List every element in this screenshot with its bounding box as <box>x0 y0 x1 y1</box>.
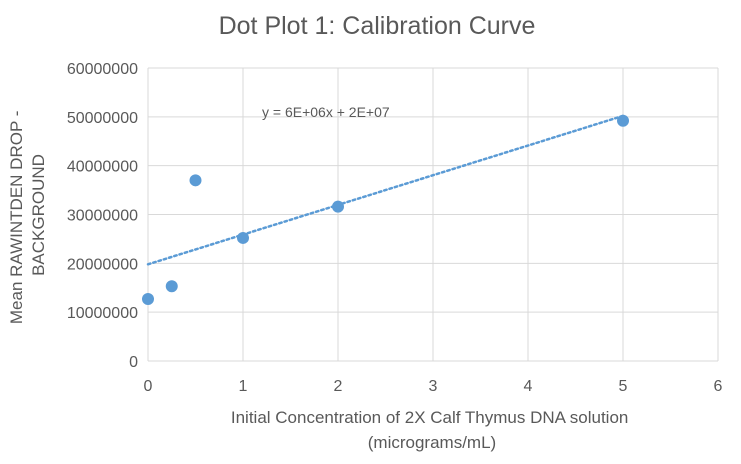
x-tick-label: 0 <box>144 378 153 395</box>
data-point <box>617 114 629 127</box>
data-point <box>165 280 178 293</box>
y-tick-label: 50000000 <box>67 110 138 127</box>
y-tick-label: 30000000 <box>67 208 138 225</box>
y-tick-label: 20000000 <box>67 256 138 273</box>
x-tick-label: 4 <box>524 378 533 395</box>
x-tick-label: 6 <box>714 378 723 395</box>
trendline-layer <box>146 114 625 266</box>
x-tick-label: 1 <box>239 378 248 395</box>
y-axis-label-line-1: Mean RAWINTDEN DROP - <box>7 111 26 324</box>
x-tick-label: 2 <box>334 378 343 395</box>
data-point <box>142 292 154 305</box>
trendline-equation: y = 6E+06x + 2E+07 <box>262 104 390 120</box>
x-tick-label: 5 <box>619 378 628 395</box>
data-points <box>142 114 629 305</box>
y-axis-tick-labels: 0 10000000 20000000 30000000 40000000 5000000… <box>67 61 138 371</box>
gridlines <box>147 67 719 362</box>
data-point <box>332 200 344 213</box>
y-tick-label: 0 <box>129 354 138 371</box>
y-axis-label: Mean RAWINTDEN DROP - BACKGROUND <box>7 106 48 324</box>
x-axis-tick-labels: 0 1 2 3 4 5 6 <box>144 378 723 395</box>
linear-trendline <box>146 114 625 266</box>
chart-title: Dot Plot 1: Calibration Curve <box>219 12 536 40</box>
data-point <box>237 231 249 244</box>
x-axis-label: Initial Concentration of 2X Calf Thymus … <box>231 408 633 452</box>
y-axis-label-line-2: BACKGROUND <box>29 154 48 276</box>
x-tick-label: 3 <box>429 378 438 395</box>
y-tick-label: 10000000 <box>67 305 138 322</box>
y-tick-label: 60000000 <box>67 61 138 78</box>
x-axis-label-line-2: (micrograms/mL) <box>368 433 496 452</box>
y-tick-label: 40000000 <box>67 159 138 176</box>
data-point <box>189 174 202 187</box>
x-axis-label-line-1: Initial Concentration of 2X Calf Thymus … <box>231 408 629 427</box>
